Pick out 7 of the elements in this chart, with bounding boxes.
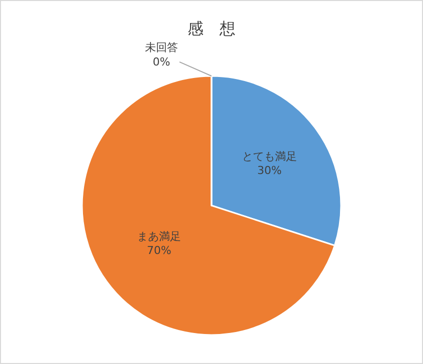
data-label: 30% [257,164,282,178]
slice-label: まあ満足 [137,230,182,243]
slice-label: とても満足 [242,150,297,163]
category-label: 未回答 [145,41,178,54]
chart-title: 感 想 [188,18,236,38]
text: 0% [152,55,170,68]
data-label: 70% [146,244,172,258]
